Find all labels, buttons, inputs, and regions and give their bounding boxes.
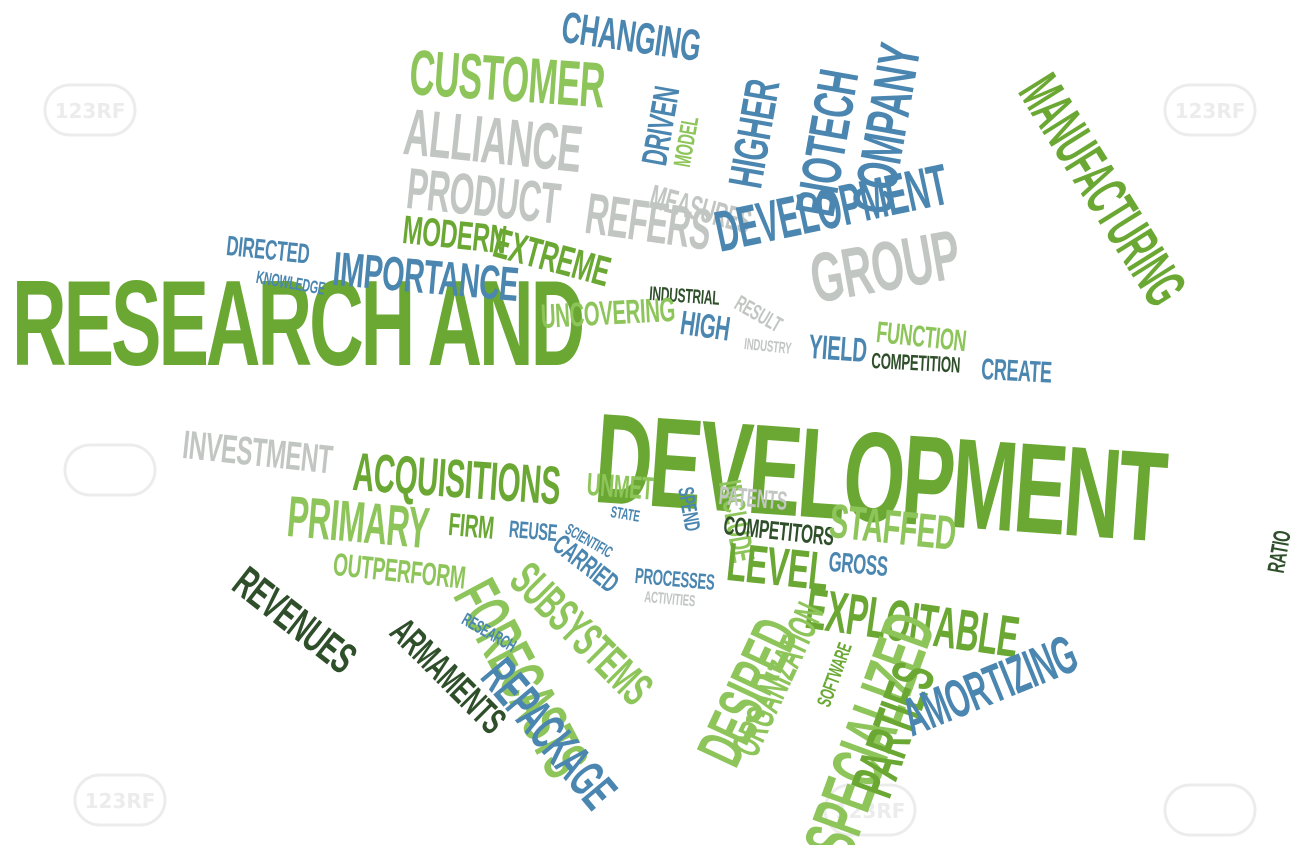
svg-text:123RF: 123RF <box>1175 99 1246 123</box>
word-yield: YIELD <box>807 328 869 370</box>
word-high: HIGH <box>677 304 733 349</box>
word-result: RESULT <box>730 290 787 338</box>
svg-text:123RF: 123RF <box>85 789 156 813</box>
watermark-logo-icon <box>63 443 157 497</box>
word-outperform: OUTPERFORM <box>331 546 468 596</box>
word-industry: INDUSTRY <box>743 336 793 358</box>
word-uncovering: UNCOVERING <box>539 290 676 336</box>
watermark-logo-icon <box>1163 783 1257 837</box>
word-patents: PATENTS <box>717 480 789 516</box>
word-higher: HIGHER <box>719 75 791 192</box>
word-create: CREATE <box>980 353 1053 390</box>
word-unmet: UNMET <box>585 466 655 507</box>
word-reuse: REUSE <box>507 516 559 548</box>
watermark-logo-icon: 123RF <box>823 783 917 837</box>
watermark-logo-icon: 123RF <box>73 773 167 827</box>
svg-text:123RF: 123RF <box>55 99 126 123</box>
word-gross: GROSS <box>827 546 889 583</box>
svg-text:123RF: 123RF <box>835 799 906 823</box>
word-investment: INVESTMENT <box>180 423 335 483</box>
word-firm: FIRM <box>447 506 496 546</box>
watermark-logo-icon: 123RF <box>43 83 137 137</box>
word-model: MODEL <box>668 114 705 170</box>
watermark-logo-icon: 123RF <box>1163 83 1257 137</box>
headline-research-and: RESEARCH AND <box>12 255 585 391</box>
word-activities: ACTIVITIES <box>643 589 696 611</box>
word-competition: COMPETITION <box>870 348 961 378</box>
word-ratio: RATIO <box>1262 528 1297 576</box>
